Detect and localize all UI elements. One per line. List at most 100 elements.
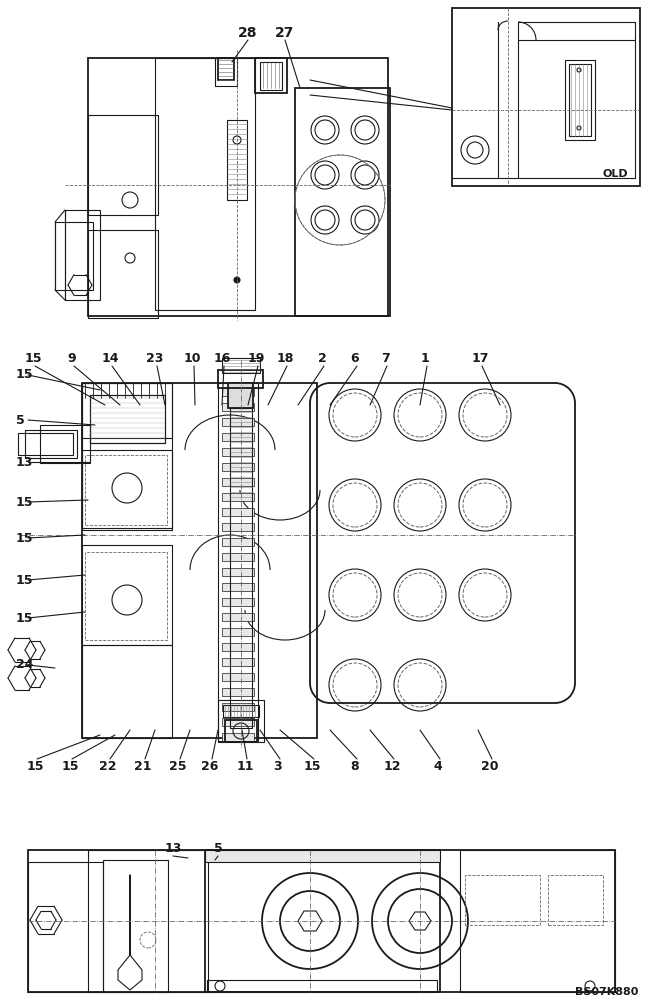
Bar: [460, 850, 615, 992]
Text: 15: 15: [16, 368, 33, 381]
Bar: [260, 62, 282, 90]
Bar: [223, 705, 259, 717]
Bar: [55, 222, 93, 290]
Bar: [222, 733, 254, 741]
Bar: [85, 455, 167, 525]
Bar: [222, 613, 254, 621]
Text: 27: 27: [275, 26, 295, 40]
Bar: [85, 552, 167, 640]
Bar: [222, 358, 260, 373]
Bar: [25, 430, 77, 458]
Text: 23: 23: [146, 352, 164, 364]
Bar: [222, 463, 254, 471]
Bar: [222, 673, 254, 681]
Text: 14: 14: [101, 352, 119, 364]
Bar: [222, 658, 254, 666]
Bar: [88, 58, 388, 316]
Bar: [82, 545, 172, 645]
Bar: [565, 60, 595, 140]
Bar: [215, 58, 237, 86]
Text: 15: 15: [16, 532, 33, 544]
Text: 26: 26: [201, 760, 218, 774]
Text: 15: 15: [26, 760, 44, 774]
Bar: [569, 64, 591, 136]
Bar: [222, 433, 254, 441]
Bar: [295, 88, 390, 316]
Bar: [155, 58, 255, 310]
Bar: [222, 703, 254, 711]
Bar: [88, 230, 158, 318]
Text: 12: 12: [383, 760, 401, 774]
Text: 19: 19: [247, 352, 265, 364]
Text: 9: 9: [68, 352, 76, 364]
Text: 21: 21: [134, 760, 152, 774]
Bar: [222, 388, 254, 396]
Bar: [228, 383, 253, 408]
Bar: [28, 850, 615, 992]
Text: 15: 15: [16, 495, 33, 508]
Text: 18: 18: [276, 352, 293, 364]
Bar: [40, 425, 90, 463]
Bar: [222, 403, 254, 411]
Text: 20: 20: [481, 760, 499, 774]
Bar: [82, 383, 317, 738]
Bar: [222, 553, 254, 561]
Text: 24: 24: [16, 658, 33, 672]
Text: 15: 15: [61, 760, 79, 774]
Bar: [222, 418, 254, 426]
Bar: [222, 643, 254, 651]
Text: 7: 7: [381, 352, 389, 364]
Text: 11: 11: [236, 760, 254, 774]
Bar: [548, 875, 603, 925]
Text: 5: 5: [214, 842, 222, 854]
Bar: [218, 370, 263, 388]
Text: 25: 25: [170, 760, 186, 774]
Bar: [230, 408, 252, 728]
Text: 22: 22: [99, 760, 117, 774]
Bar: [222, 598, 254, 606]
Text: 6: 6: [351, 352, 359, 364]
Bar: [65, 210, 100, 300]
Text: 16: 16: [213, 352, 231, 364]
Bar: [222, 688, 254, 696]
Text: 15: 15: [303, 760, 321, 774]
Bar: [103, 860, 168, 992]
Bar: [222, 508, 254, 516]
Text: 15: 15: [16, 611, 33, 624]
Text: 5: 5: [16, 414, 25, 426]
Bar: [82, 450, 172, 530]
Text: 15: 15: [16, 574, 33, 586]
Bar: [222, 583, 254, 591]
Text: 4: 4: [434, 760, 442, 774]
Bar: [205, 850, 440, 862]
Text: 13: 13: [164, 842, 182, 854]
Text: 3: 3: [274, 760, 282, 774]
Bar: [227, 120, 247, 200]
Bar: [222, 568, 254, 576]
Bar: [222, 478, 254, 486]
Text: 10: 10: [183, 352, 201, 364]
Bar: [88, 850, 208, 992]
Bar: [88, 115, 158, 215]
Bar: [82, 645, 172, 738]
Bar: [255, 58, 287, 93]
Bar: [452, 8, 640, 186]
Bar: [222, 718, 254, 726]
Bar: [465, 875, 540, 925]
Text: 13: 13: [16, 456, 33, 468]
Bar: [222, 628, 254, 636]
Text: 15: 15: [24, 352, 42, 364]
Bar: [205, 850, 440, 992]
Bar: [90, 395, 165, 443]
Bar: [28, 862, 103, 992]
Bar: [222, 493, 254, 501]
Bar: [222, 538, 254, 546]
Text: OLD: OLD: [602, 169, 628, 179]
Text: BS07K880: BS07K880: [574, 987, 638, 997]
Text: 28: 28: [238, 26, 258, 40]
Bar: [225, 720, 257, 742]
Bar: [90, 395, 165, 443]
Bar: [207, 980, 437, 992]
Text: 1: 1: [421, 352, 430, 364]
Bar: [218, 383, 258, 741]
